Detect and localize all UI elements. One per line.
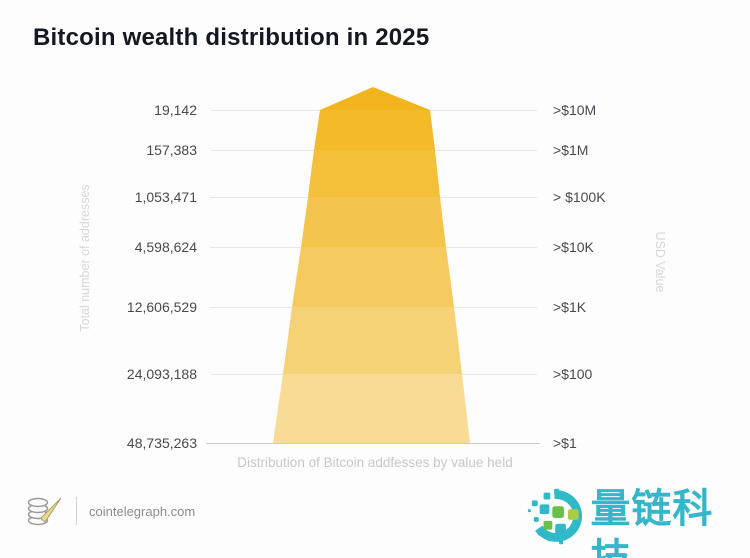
footer-divider: [76, 497, 77, 525]
addresses-tick-label: 157,383: [146, 142, 197, 158]
chart-caption: Distribution of Bitcoin addfesses by val…: [237, 455, 513, 470]
cointelegraph-logo-icon: [27, 497, 62, 526]
watermark-brand-text: 量链科技: [590, 487, 714, 558]
usd-value-tick-label: >$1K: [553, 299, 587, 315]
gridline: [210, 150, 537, 151]
funnel-band: [308, 150, 440, 197]
funnel-cap: [320, 87, 430, 110]
usd-value-tick-label: >$1M: [553, 142, 589, 158]
x-axis-line: [206, 443, 540, 444]
addresses-tick-label: 12,606,529: [126, 299, 197, 315]
addresses-tick-label: 19,142: [154, 102, 197, 118]
addresses-tick-label: 24,093,188: [126, 366, 197, 382]
usd-value-tick-label: >$10K: [553, 239, 594, 255]
addresses-tick-label: 1,053,471: [134, 189, 197, 205]
qfsp-logo-icon: [527, 488, 582, 545]
gridline: [210, 110, 537, 111]
funnel-band: [314, 110, 435, 150]
gridline: [210, 374, 537, 375]
funnel-band: [273, 374, 470, 443]
page-title: Bitcoin wealth distribution in 2025: [33, 24, 430, 51]
usd-value-tick-label: >$1: [553, 435, 577, 451]
usd-value-tick-label: > $100K: [553, 189, 606, 205]
watermark-text-block: 量链科技 QFSP.NET: [590, 484, 750, 558]
funnel-band: [292, 247, 454, 307]
addresses-tick-label: 4,598,624: [134, 239, 197, 255]
funnel-band: [301, 197, 446, 247]
gridline: [210, 247, 537, 248]
usd-value-tick-label: >$10M: [553, 102, 597, 118]
footer: cointelegraph.com: [26, 495, 195, 527]
footer-site-text: cointelegraph.com: [89, 503, 196, 519]
gridline: [210, 307, 537, 308]
addresses-tick-label: 48,735,263: [126, 435, 197, 451]
watermark: 量链科技 QFSP.NET: [527, 484, 750, 558]
funnel-band: [283, 307, 462, 374]
usd-value-tick-label: >$100: [553, 366, 593, 382]
gridline: [210, 197, 537, 198]
